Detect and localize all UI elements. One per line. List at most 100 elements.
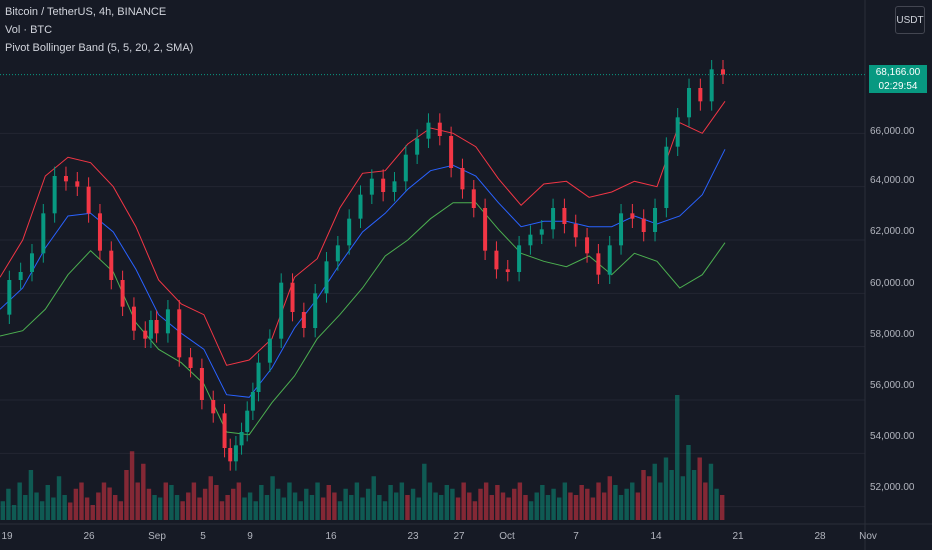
volume-bar bbox=[39, 501, 45, 520]
volume-bar bbox=[259, 485, 264, 520]
volume-legend[interactable]: Vol · BTC bbox=[5, 24, 53, 36]
volume-bar bbox=[141, 463, 146, 520]
y-tick-label: 52,000.00 bbox=[870, 482, 915, 493]
volume-bar bbox=[349, 495, 354, 520]
candle-body bbox=[290, 282, 295, 312]
volume-bar bbox=[467, 492, 472, 520]
indicator-legend[interactable]: Pivot Bollinger Band (5, 5, 20, 2, SMA) bbox=[5, 42, 194, 54]
volume-bar bbox=[28, 470, 34, 520]
x-tick-label: 19 bbox=[1, 531, 13, 542]
volume-bar bbox=[585, 488, 590, 520]
y-tick-label: 54,000.00 bbox=[870, 431, 915, 442]
candle-body bbox=[562, 208, 567, 224]
volume-bar bbox=[107, 487, 112, 520]
candle-body bbox=[437, 122, 442, 136]
volume-bar bbox=[579, 485, 584, 520]
volume-bar bbox=[129, 451, 135, 520]
volume-bar bbox=[62, 495, 67, 520]
volume-bar bbox=[247, 492, 253, 520]
volume-bar bbox=[562, 482, 568, 520]
volume-bar bbox=[186, 492, 191, 520]
candle-body bbox=[154, 320, 159, 334]
candle-body bbox=[52, 176, 57, 214]
candle-body bbox=[619, 213, 624, 246]
x-tick-label: Nov bbox=[859, 531, 877, 542]
candle-body bbox=[279, 282, 284, 339]
volume-bar bbox=[253, 501, 258, 520]
x-tick-label: 23 bbox=[407, 531, 419, 542]
volume-bar bbox=[157, 497, 163, 520]
volume-bar bbox=[45, 485, 50, 520]
last-price-label: 68,166.00 bbox=[869, 65, 927, 79]
volume-bar bbox=[444, 485, 450, 520]
volume-bar bbox=[287, 482, 292, 520]
y-tick-label: 62,000.00 bbox=[870, 226, 915, 237]
volume-bar bbox=[84, 497, 90, 520]
currency-button[interactable]: USDT bbox=[895, 6, 925, 34]
candle-body bbox=[228, 448, 233, 462]
volume-bar bbox=[686, 445, 691, 520]
candle-body bbox=[63, 176, 68, 182]
volume-bar bbox=[281, 497, 287, 520]
candle-body bbox=[641, 218, 646, 232]
volume-bar bbox=[624, 488, 629, 520]
candle-body bbox=[505, 269, 510, 272]
x-tick-label: Sep bbox=[148, 531, 166, 542]
volume-bar bbox=[163, 482, 169, 520]
volume-bar bbox=[719, 495, 725, 520]
candle-body bbox=[41, 213, 46, 254]
candle-body bbox=[596, 253, 601, 275]
candle-body bbox=[347, 218, 352, 246]
candle-body bbox=[148, 320, 153, 339]
symbol-legend[interactable]: Bitcoin / TetherUS, 4h, BINANCE bbox=[5, 6, 167, 18]
volume-bar bbox=[208, 476, 213, 520]
candle-body bbox=[687, 88, 692, 118]
volume-bar bbox=[433, 492, 438, 520]
volume-bar bbox=[68, 502, 73, 520]
candle-body bbox=[131, 306, 136, 331]
x-tick-label: 9 bbox=[247, 531, 253, 542]
volume-bar bbox=[242, 497, 247, 520]
candle-body bbox=[75, 181, 80, 187]
volume-bar bbox=[377, 495, 382, 520]
volume-bar bbox=[438, 495, 444, 520]
volume-bar bbox=[669, 470, 674, 520]
candle-body bbox=[188, 357, 193, 368]
volume-bar bbox=[354, 482, 360, 520]
volume-bar bbox=[214, 485, 219, 520]
candle-body bbox=[653, 208, 658, 232]
candle-body bbox=[460, 168, 465, 190]
candle-body bbox=[211, 400, 216, 414]
volume-bar bbox=[517, 482, 523, 520]
volume-bar bbox=[118, 501, 124, 520]
volume-bar bbox=[6, 488, 11, 520]
volume-bar bbox=[371, 476, 376, 520]
candle-body bbox=[199, 368, 204, 400]
volume-bar bbox=[607, 476, 612, 520]
candle-body bbox=[551, 208, 556, 230]
y-tick-label: 58,000.00 bbox=[870, 329, 915, 340]
x-tick-label: Oct bbox=[499, 531, 515, 542]
volume-bar bbox=[500, 492, 506, 520]
x-tick-label: 27 bbox=[453, 531, 465, 542]
volume-bar bbox=[405, 495, 410, 520]
volume-bar bbox=[79, 482, 84, 520]
volume-bar bbox=[540, 485, 545, 520]
volume-bar bbox=[180, 501, 185, 520]
candle-body bbox=[607, 245, 612, 275]
volume-bar bbox=[472, 501, 478, 520]
candle-body bbox=[415, 138, 420, 155]
candle-body bbox=[573, 224, 578, 238]
volume-bar bbox=[506, 497, 511, 520]
volume-bar bbox=[708, 463, 714, 520]
candle-body bbox=[664, 146, 669, 208]
candle-body bbox=[698, 88, 703, 102]
candle-body bbox=[250, 392, 255, 411]
volume-bar bbox=[714, 488, 719, 520]
candle-body bbox=[426, 122, 431, 139]
candle-body bbox=[494, 250, 499, 270]
volume-bar bbox=[304, 488, 309, 520]
volume-bar bbox=[17, 482, 22, 520]
